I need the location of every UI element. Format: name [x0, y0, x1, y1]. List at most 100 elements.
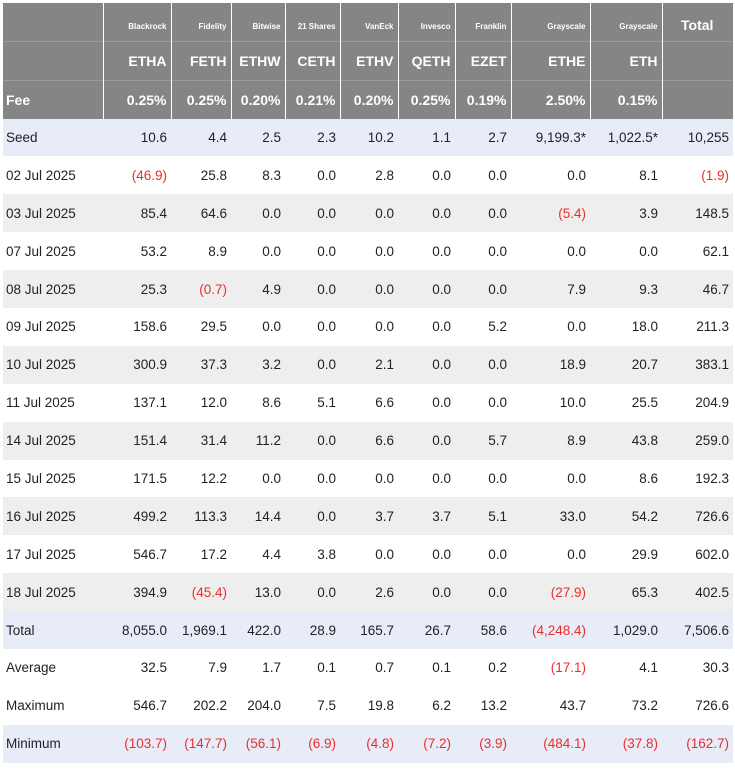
flow-cell: 3.7	[398, 497, 455, 536]
flow-cell: 422.0	[231, 611, 285, 649]
flow-cell: 0.0	[231, 307, 285, 346]
flow-cell: 1,969.1	[171, 611, 231, 649]
ticker: FETH	[171, 40, 232, 80]
flow-cell: (4.8)	[340, 724, 398, 763]
row-total-cell: 192.3	[662, 459, 733, 498]
flow-cell: 10.6	[103, 118, 171, 157]
flow-cell: 13.0	[231, 573, 285, 612]
flow-cell: 25.8	[171, 156, 231, 195]
flow-cell: 2.3	[285, 118, 340, 157]
ticker: ETHA	[103, 40, 172, 80]
flow-cell: (45.4)	[171, 573, 231, 612]
table-row: 18 Jul 2025 394.9 (45.4) 13.0 0.0 2.6 0.0 0.0 (2…	[3, 573, 733, 612]
flow-cell: 0.0	[398, 535, 455, 574]
fee-label: Fee	[3, 79, 104, 119]
flow-cell: 0.0	[455, 573, 511, 612]
table-row: 03 Jul 2025 85.4 64.6 0.0 0.0 0.0 0.0 0.0 (5.4) 3…	[3, 194, 733, 233]
flow-cell: 6.2	[398, 686, 455, 725]
flow-cell: 0.0	[511, 459, 590, 498]
flow-cell: (6.9)	[285, 724, 340, 763]
flow-cell: 0.0	[231, 194, 285, 233]
row-label: 10 Jul 2025	[3, 345, 103, 384]
flow-cell: 12.0	[171, 383, 231, 422]
corner-cell	[3, 40, 104, 80]
flow-cell: 6.6	[340, 383, 398, 422]
table-row: 14 Jul 2025 151.4 31.4 11.2 0.0 6.6 0.0 5.7 8.9 4…	[3, 421, 733, 460]
table-row: 15 Jul 2025 171.5 12.2 0.0 0.0 0.0 0.0 0.0 0.0 8.…	[3, 459, 733, 498]
flow-cell: 0.0	[285, 459, 340, 498]
fee-value: 0.25%	[171, 79, 232, 119]
flow-cell: (7.2)	[398, 724, 455, 763]
flow-cell: 0.0	[285, 345, 340, 384]
flow-cell: 5.2	[455, 307, 511, 346]
flow-cell: 0.0	[398, 383, 455, 422]
flow-cell: 13.2	[455, 686, 511, 725]
total-column-spacer	[662, 40, 733, 80]
row-label: 03 Jul 2025	[3, 194, 103, 233]
fee-value: 0.19%	[455, 79, 512, 119]
ticker: ETHW	[231, 40, 286, 80]
provider-name: Bitwise	[231, 3, 286, 41]
provider-row: Blackrock Fidelity Bitwise 21 Shares Van…	[3, 3, 733, 41]
flow-cell: 2.6	[340, 573, 398, 612]
flow-cell: 14.4	[231, 497, 285, 536]
table-row: Maximum 546.7 202.2 204.0 7.5 19.8 6.2 13.2 43.7…	[3, 686, 733, 725]
total-column-spacer	[662, 79, 733, 119]
flow-cell: 2.8	[340, 156, 398, 195]
flow-cell: 20.7	[590, 345, 662, 384]
flow-cell: (103.7)	[103, 724, 171, 763]
flow-cell: 8.9	[511, 421, 590, 460]
flow-cell: 58.6	[455, 611, 511, 649]
total-column-header: Total	[662, 3, 733, 41]
flow-cell: 0.0	[340, 535, 398, 574]
flow-cell: 10.0	[511, 383, 590, 422]
table-header: Blackrock Fidelity Bitwise 21 Shares Van…	[3, 3, 733, 119]
flow-cell: (46.9)	[103, 156, 171, 195]
flow-cell: 0.0	[511, 156, 590, 195]
row-label: Seed	[3, 118, 103, 157]
ticker: CETH	[285, 40, 341, 80]
row-total-cell: 7,506.6	[662, 611, 733, 649]
flow-cell: 8.9	[171, 232, 231, 271]
provider-name: Grayscale	[511, 3, 591, 41]
flow-cell: 0.0	[455, 383, 511, 422]
row-total-cell: 211.3	[662, 307, 733, 346]
flow-cell: 0.0	[285, 573, 340, 612]
flow-cell: 2.7	[455, 118, 511, 157]
ticker: ETHV	[340, 40, 399, 80]
flow-cell: 0.7	[340, 648, 398, 687]
flow-cell: 10.2	[340, 118, 398, 157]
ticker: ETHE	[511, 40, 591, 80]
fee-value: 0.20%	[340, 79, 399, 119]
flow-cell: 171.5	[103, 459, 171, 498]
row-total-cell: 46.7	[662, 270, 733, 308]
flow-cell: 31.4	[171, 421, 231, 460]
flow-cell: 3.2	[231, 345, 285, 384]
flow-cell: 0.0	[398, 345, 455, 384]
flow-cell: 2.5	[231, 118, 285, 157]
row-total-cell: 62.1	[662, 232, 733, 271]
flow-cell: 11.2	[231, 421, 285, 460]
flow-cell: 0.0	[340, 270, 398, 308]
flow-cell: 499.2	[103, 497, 171, 536]
flow-cell: 0.0	[398, 307, 455, 346]
flow-cell: 9.3	[590, 270, 662, 308]
flow-cell: 0.0	[285, 232, 340, 271]
flow-cell: 5.7	[455, 421, 511, 460]
table-row: 10 Jul 2025 300.9 37.3 3.2 0.0 2.1 0.0 0.0 18.9 2…	[3, 345, 733, 384]
flow-cell: 29.9	[590, 535, 662, 574]
flow-cell: (0.7)	[171, 270, 231, 308]
row-label: 07 Jul 2025	[3, 232, 103, 271]
table-row: Minimum (103.7) (147.7) (56.1) (6.9) (4.8) (7.…	[3, 724, 733, 763]
row-label: 15 Jul 2025	[3, 459, 103, 498]
corner-cell	[3, 3, 104, 41]
flow-cell: 17.2	[171, 535, 231, 574]
flow-cell: 32.5	[103, 648, 171, 687]
flow-cell: 0.0	[398, 194, 455, 233]
table-row: Seed 10.6 4.4 2.5 2.3 10.2 1.1 2.7 9,199.3* 1,022…	[3, 118, 733, 157]
row-label: Average	[3, 648, 103, 687]
flow-cell: 1.7	[231, 648, 285, 687]
flow-cell: 0.0	[398, 270, 455, 308]
flow-cell: 7.9	[171, 648, 231, 687]
flow-cell: 3.9	[590, 194, 662, 233]
